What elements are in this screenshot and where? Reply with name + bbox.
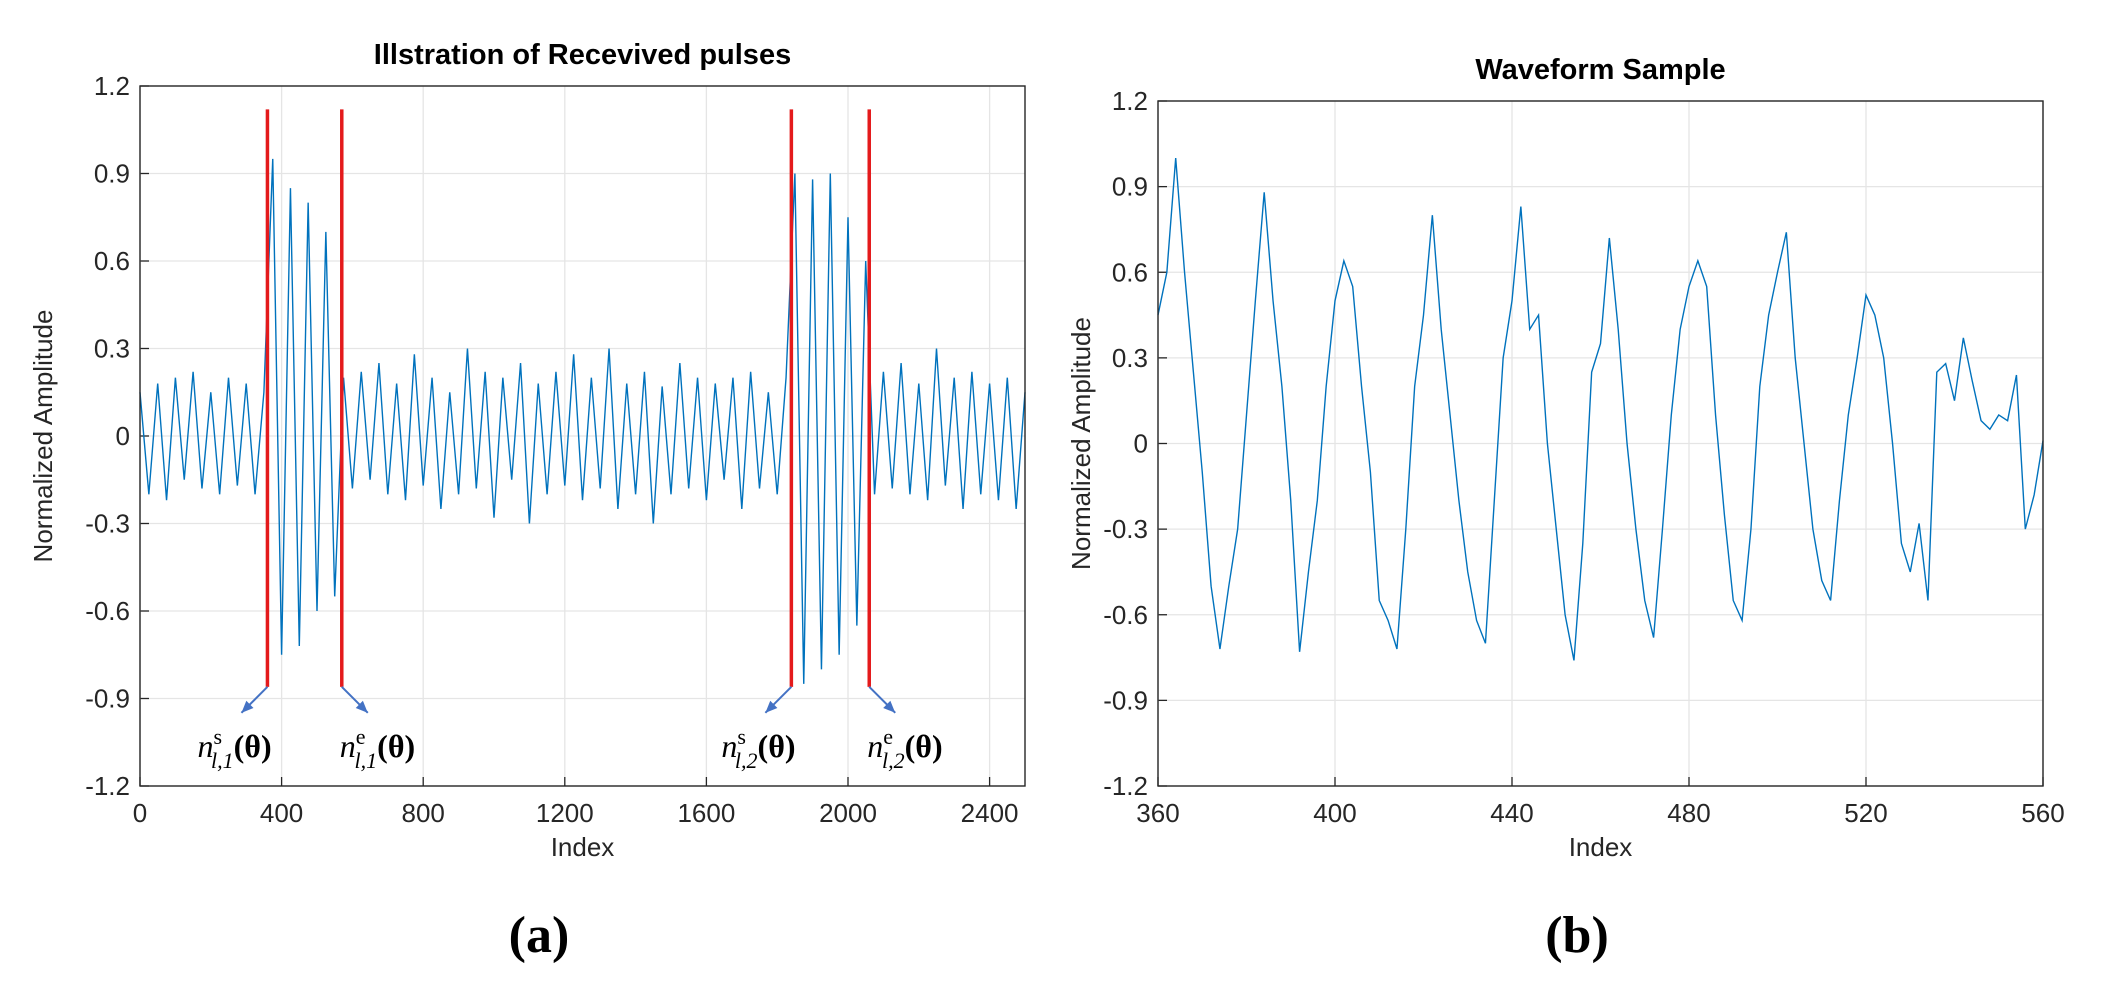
y-tick-label: 0 xyxy=(1134,429,1148,459)
chart-title: Waveform Sample xyxy=(1475,54,1725,86)
label-sub: l,2 xyxy=(735,748,758,773)
y-tick-label: -0.9 xyxy=(85,684,130,714)
x-tick-label: 480 xyxy=(1667,798,1710,828)
panel-caption: (b) xyxy=(1545,907,1609,964)
label-sub: l,2 xyxy=(882,748,905,773)
label-arg: (θ) xyxy=(905,728,943,764)
y-tick-label: 1.2 xyxy=(94,71,130,101)
y-tick-label: -0.6 xyxy=(85,596,130,626)
x-tick-label: 440 xyxy=(1490,798,1533,828)
label-arg: (θ) xyxy=(758,728,796,764)
y-tick-label: 0.9 xyxy=(94,159,130,189)
label-arg: (θ) xyxy=(377,728,415,764)
y-tick-label: -1.2 xyxy=(1103,771,1148,801)
x-tick-label: 2000 xyxy=(819,798,877,828)
label-arg: (θ) xyxy=(234,728,272,764)
y-tick-label: -0.9 xyxy=(1103,685,1148,715)
label-base: n xyxy=(867,728,883,764)
x-tick-label: 0 xyxy=(133,798,147,828)
y-axis-label: Normalized Amplitude xyxy=(28,310,58,563)
label-sub: l,1 xyxy=(355,748,378,773)
axes-box xyxy=(139,85,1026,787)
annotation-label: ne l,1(θ) xyxy=(340,724,415,773)
x-tick-label: 400 xyxy=(260,798,303,828)
annotation-label: ne l,2(θ) xyxy=(867,724,942,773)
y-tick-label: 0 xyxy=(116,421,130,451)
label-base: n xyxy=(197,728,213,764)
x-tick-label: 400 xyxy=(1313,798,1356,828)
y-tick-label: 0.3 xyxy=(1112,343,1148,373)
y-tick-label: 0.9 xyxy=(1112,172,1148,202)
y-tick-label: 0.6 xyxy=(94,246,130,276)
annotation-arrowhead xyxy=(241,700,254,713)
x-axis-label: Index xyxy=(551,832,615,862)
x-tick-label: 800 xyxy=(402,798,445,828)
label-base: n xyxy=(340,728,356,764)
annotation-label: ns l,1(θ) xyxy=(197,724,271,773)
data-line xyxy=(139,158,1026,684)
y-tick-label: -0.3 xyxy=(85,509,130,539)
label-sup: s xyxy=(737,724,746,749)
annotation-label: ns l,2(θ) xyxy=(721,724,795,773)
y-tick-label: -0.3 xyxy=(1103,514,1148,544)
y-tick-label: -1.2 xyxy=(85,771,130,801)
axes-box xyxy=(1157,100,2044,787)
y-tick-label: 0.3 xyxy=(94,334,130,364)
y-axis-label: Normalized Amplitude xyxy=(1066,317,1096,570)
x-axis-label: Index xyxy=(1569,832,1633,862)
data-line xyxy=(1157,158,2044,661)
y-tick-label: 1.2 xyxy=(1112,86,1148,116)
chart-title: Illstration of Recevived pulses xyxy=(374,39,791,71)
annotation-arrowhead xyxy=(883,700,896,713)
label-sub: l,1 xyxy=(211,748,234,773)
label-sup: s xyxy=(213,724,222,749)
annotation-arrowhead xyxy=(355,700,368,713)
x-tick-label: 1600 xyxy=(677,798,735,828)
y-tick-label: -0.6 xyxy=(1103,600,1148,630)
x-tick-label: 360 xyxy=(1136,798,1179,828)
label-sup: e xyxy=(883,724,893,749)
x-tick-label: 2400 xyxy=(961,798,1019,828)
x-tick-label: 560 xyxy=(2021,798,2064,828)
x-tick-label: 520 xyxy=(1844,798,1887,828)
label-base: n xyxy=(721,728,737,764)
y-tick-label: 0.6 xyxy=(1112,257,1148,287)
label-sup: e xyxy=(356,724,366,749)
panel-caption: (a) xyxy=(509,907,570,964)
x-tick-label: 1200 xyxy=(536,798,594,828)
annotation-arrowhead xyxy=(765,700,778,713)
